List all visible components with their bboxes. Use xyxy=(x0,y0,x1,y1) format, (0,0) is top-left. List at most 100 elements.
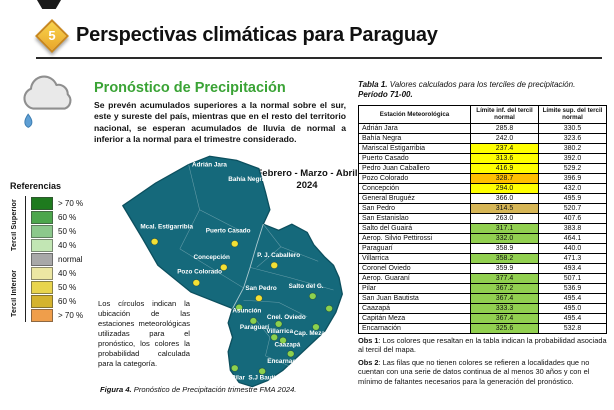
figure-caption-label: Figura 4. xyxy=(100,385,132,394)
station-name-cell: General Bruguéz xyxy=(358,192,471,204)
station-label: Pozo Colorado xyxy=(177,269,222,276)
limit-sup-cell: 323.6 xyxy=(538,132,607,144)
station-name-cell: Villarrica xyxy=(358,252,471,264)
station-name-cell: San Juan Bautista xyxy=(358,292,471,304)
legend-item: 60 % xyxy=(31,210,110,224)
station-dot xyxy=(270,333,278,341)
table-caption-label: Tabla 1. xyxy=(358,80,388,89)
figure-caption-text: Pronóstico de Precipitación trimestre FM… xyxy=(131,385,297,394)
table-caption-text: Valores calculados para los terciles de … xyxy=(387,80,576,89)
limit-inf-cell: 366.0 xyxy=(470,192,539,204)
legend-swatch xyxy=(31,238,53,252)
station-label: Pilar xyxy=(231,375,245,382)
obs2-label: Obs 2 xyxy=(358,357,379,367)
table-row: Adrián Jara 285.8 330.5 xyxy=(358,122,607,134)
station-name-cell: Pilar xyxy=(358,282,471,294)
limit-inf-cell: 358.9 xyxy=(470,242,539,254)
station-label: Bahía Negra xyxy=(228,176,266,183)
table-row: Concepción 294.0 432.0 xyxy=(358,182,607,194)
forecast-summary: Se prevén acumulados superiores a la nor… xyxy=(94,100,346,145)
limit-inf-cell: 242.0 xyxy=(470,132,539,144)
limit-sup-cell: 495.4 xyxy=(538,292,607,304)
legend-swatch xyxy=(31,210,53,224)
limit-inf-cell: 416.9 xyxy=(470,162,539,174)
station-label: San Pedro xyxy=(245,285,277,292)
table-caption: Tabla 1. Valores calculados para los ter… xyxy=(358,80,610,101)
limit-sup-cell: 495.4 xyxy=(538,312,607,324)
legend-label: 50 % xyxy=(58,282,77,292)
station-name-cell: Aerop. Silvio Pettirossi xyxy=(358,232,471,244)
legend-item: 40 % xyxy=(31,266,110,280)
col-header-station: Estación Meteorológica xyxy=(358,105,471,124)
table-row: San Juan Bautista 367.4 495.4 xyxy=(358,292,607,304)
legend-swatch xyxy=(31,308,53,322)
station-name-cell: Salto del Guairá xyxy=(358,222,471,234)
limit-inf-cell: 332.0 xyxy=(470,232,539,244)
station-label: Villarrica xyxy=(266,328,293,335)
limit-inf-cell: 285.8 xyxy=(470,122,539,134)
limit-inf-cell: 313.6 xyxy=(470,152,539,164)
limit-sup-cell: 380.2 xyxy=(538,142,607,154)
limit-inf-cell: 367.4 xyxy=(470,292,539,304)
legend-title: Referencias xyxy=(10,181,62,191)
station-label: Encarnación xyxy=(267,358,305,365)
table-row: Paraguarí 358.9 440.0 xyxy=(358,242,607,254)
station-name-cell: Bahía Negra xyxy=(358,132,471,144)
obs2: Obs 2: Las filas que no tienen colores s… xyxy=(358,358,610,386)
table-row: Salto del Guairá 317.1 383.8 xyxy=(358,222,607,234)
obs1-text: : Los colores que resaltan en la tabla i… xyxy=(358,336,607,355)
obs1: Obs 1: Los colores que resaltan en la ta… xyxy=(358,336,610,355)
station-name-cell: Coronel Oviedo xyxy=(358,262,471,274)
station-name-cell: Adrián Jara xyxy=(358,122,471,134)
station-label: Cnel. Oviedo xyxy=(267,314,306,321)
station-dot xyxy=(231,364,239,372)
legend-label: 50 % xyxy=(58,226,77,236)
precipitation-legend: Referencias Tercil Superior Tercil Infer… xyxy=(10,181,110,322)
forecast-period: Febrero - Marzo - Abril 2024 xyxy=(256,168,358,192)
station-dot xyxy=(150,238,159,246)
figure-caption: Figura 4. Pronóstico de Precipitación tr… xyxy=(100,385,370,394)
limit-sup-cell: 432.0 xyxy=(538,182,607,194)
station-name-cell: Capitán Meza xyxy=(358,312,471,324)
table-header-row: Estación Meteorológica Límite inf. del t… xyxy=(358,105,607,124)
observations: Obs 1: Los colores que resaltan en la ta… xyxy=(358,336,610,389)
station-dot xyxy=(325,305,333,313)
country-shape xyxy=(122,155,343,388)
legend-item: > 70 % xyxy=(31,308,110,322)
legend-label: > 70 % xyxy=(58,198,84,208)
station-name-cell: Mariscal Estigarribia xyxy=(358,142,471,154)
station-label: S.J Bautista xyxy=(248,375,285,382)
limit-inf-cell: 377.4 xyxy=(470,272,539,284)
table-row: Puerto Casado 313.6 392.0 xyxy=(358,152,607,164)
station-dot xyxy=(249,317,258,325)
station-dot xyxy=(308,292,317,300)
limit-sup-cell: 392.0 xyxy=(538,152,607,164)
station-dot xyxy=(258,367,266,375)
station-dot xyxy=(279,336,287,344)
slide-number-badge: 5 xyxy=(35,19,69,53)
legend-label: 40 % xyxy=(58,268,77,278)
limit-sup-cell: 507.1 xyxy=(538,272,607,284)
limit-inf-cell: 359.9 xyxy=(470,262,539,274)
table-row: Villarrica 358.2 471.3 xyxy=(358,252,607,264)
station-name-cell: Pedro Juan Caballero xyxy=(358,162,471,174)
limit-sup-cell: 440.0 xyxy=(538,242,607,254)
station-name-cell: Concepción xyxy=(358,182,471,194)
legend-label: 60 % xyxy=(58,296,77,306)
limit-inf-cell: 325.6 xyxy=(470,322,539,334)
limit-sup-cell: 383.8 xyxy=(538,222,607,234)
station-label: P. J. Caballero xyxy=(257,252,300,259)
station-name-cell: Caazapá xyxy=(358,302,471,314)
table-row: Pedro Juan Caballero 416.9 529.2 xyxy=(358,162,607,174)
table-row: Bahía Negra 242.0 323.6 xyxy=(358,132,607,144)
obs2-text: : Las filas que no tienen colores se ref… xyxy=(358,357,590,386)
station-name-cell: Puerto Casado xyxy=(358,152,471,164)
col-header-limit-sup: Límite sup. del tercil normal xyxy=(538,105,607,124)
table-row: Aerop. Silvio Pettirossi 332.0 464.1 xyxy=(358,232,607,244)
station-name-cell: San Estanislao xyxy=(358,212,471,224)
legend-swatch xyxy=(31,280,53,294)
logo-fragment xyxy=(37,0,61,9)
limit-inf-cell: 358.2 xyxy=(470,252,539,264)
station-name-cell: Encarnación xyxy=(358,322,471,334)
